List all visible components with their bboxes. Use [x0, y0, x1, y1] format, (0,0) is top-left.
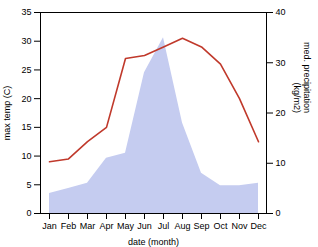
svg-text:30: 30 [21, 36, 31, 46]
svg-text:35: 35 [21, 7, 31, 17]
svg-text:10: 10 [21, 151, 31, 161]
svg-text:10: 10 [276, 158, 286, 168]
svg-text:0: 0 [26, 208, 31, 218]
svg-text:date (month): date (month) [128, 237, 179, 247]
svg-text:Jan: Jan [42, 221, 57, 231]
svg-text:20: 20 [276, 108, 286, 118]
svg-text:25: 25 [21, 65, 31, 75]
svg-text:5: 5 [26, 180, 31, 190]
svg-text:Jul: Jul [158, 221, 170, 231]
svg-text:max temp (C): max temp (C) [2, 86, 12, 141]
svg-text:May: May [117, 221, 135, 231]
svg-text:40: 40 [276, 7, 286, 17]
svg-text:Jun: Jun [137, 221, 152, 231]
svg-text:Aug: Aug [174, 221, 190, 231]
svg-text:20: 20 [21, 94, 31, 104]
svg-text:Mar: Mar [80, 221, 96, 231]
svg-text:15: 15 [21, 122, 31, 132]
svg-text:Nov: Nov [231, 221, 248, 231]
svg-text:30: 30 [276, 58, 286, 68]
svg-text:Dec: Dec [250, 221, 267, 231]
svg-text:Apr: Apr [99, 221, 113, 231]
svg-text:Feb: Feb [61, 221, 77, 231]
svg-text:med. precipitation(kg/m2): med. precipitation(kg/m2) [292, 42, 312, 113]
svg-text:Sep: Sep [193, 221, 209, 231]
svg-text:Oct: Oct [213, 221, 228, 231]
svg-text:0: 0 [276, 208, 281, 218]
